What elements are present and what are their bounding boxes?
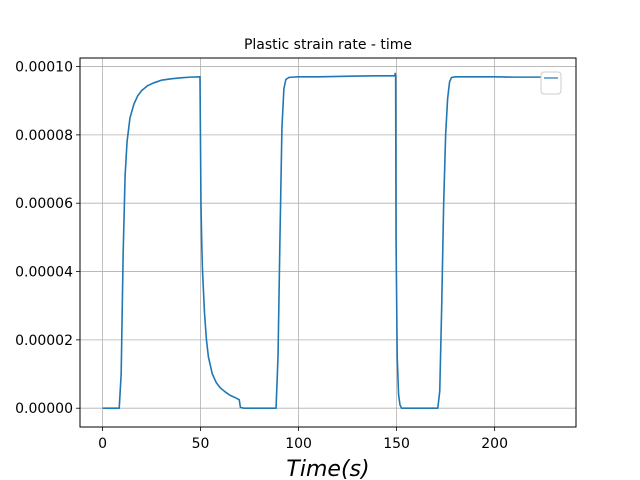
chart-title: Plastic strain rate - time — [244, 37, 412, 53]
x-tick-label: 150 — [383, 436, 410, 452]
plot-frame — [79, 57, 577, 428]
y-tick-label: 0.00000 — [15, 401, 73, 417]
y-tick-label: 0.00004 — [15, 265, 73, 281]
plot-area — [80, 58, 576, 427]
ticks: 0 50 100 150 200 0.00000 0.00002 0.00004 0.00006… — [15, 60, 508, 452]
series-layer — [102, 72, 552, 410]
series-line — [102, 72, 552, 410]
y-tick-label: 0.00008 — [15, 128, 73, 144]
y-tick-label: 0.00006 — [15, 196, 73, 212]
y-tick-label: 0.00002 — [15, 333, 73, 349]
x-tick-label: 200 — [481, 436, 508, 452]
legend-box — [540, 71, 562, 95]
x-tick-label: 50 — [192, 436, 210, 452]
x-tick-label: 0 — [98, 436, 107, 452]
x-axis-label: Time(s) — [286, 457, 369, 480]
y-tick-label: 0.00010 — [15, 60, 73, 76]
x-tick-label: 100 — [285, 436, 312, 452]
